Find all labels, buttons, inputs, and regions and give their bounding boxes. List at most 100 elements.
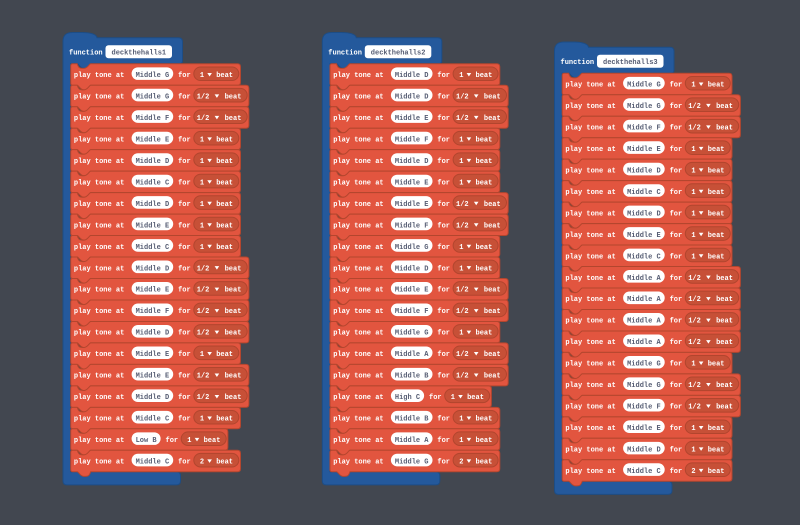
svg-text:beat: beat: [216, 72, 233, 80]
svg-text:play tone at: play tone at: [333, 158, 383, 166]
svg-text:for: for: [670, 425, 683, 433]
svg-text:for: for: [437, 308, 450, 316]
svg-text:Middle E: Middle E: [395, 179, 429, 187]
svg-text:beat: beat: [216, 136, 233, 144]
svg-text:1: 1: [459, 179, 463, 187]
svg-text:beat: beat: [225, 373, 242, 381]
svg-text:1: 1: [200, 179, 204, 187]
svg-text:beat: beat: [476, 416, 493, 424]
svg-text:for: for: [670, 167, 683, 175]
svg-text:1: 1: [459, 330, 463, 338]
svg-text:Middle E: Middle E: [627, 146, 661, 154]
svg-text:for: for: [437, 158, 450, 166]
svg-text:beat: beat: [716, 103, 733, 111]
svg-text:Middle F: Middle F: [395, 222, 429, 230]
svg-text:function: function: [69, 49, 103, 57]
svg-text:1/2: 1/2: [456, 287, 469, 295]
svg-text:Middle A: Middle A: [395, 437, 429, 445]
svg-text:1/2: 1/2: [456, 373, 469, 381]
svg-text:Middle E: Middle E: [627, 425, 661, 433]
svg-text:beat: beat: [708, 425, 725, 433]
svg-text:1: 1: [200, 158, 204, 166]
svg-text:Middle E: Middle E: [627, 232, 661, 240]
svg-text:1: 1: [200, 136, 204, 144]
svg-text:play tone at: play tone at: [333, 136, 383, 144]
svg-text:beat: beat: [716, 275, 733, 283]
svg-text:1: 1: [691, 253, 695, 261]
svg-text:play tone at: play tone at: [74, 459, 124, 467]
svg-text:Middle G: Middle G: [627, 82, 661, 90]
svg-text:for: for: [178, 287, 191, 295]
svg-text:1: 1: [200, 416, 204, 424]
svg-text:Middle D: Middle D: [627, 447, 661, 455]
svg-text:beat: beat: [216, 222, 233, 230]
svg-text:Middle F: Middle F: [395, 136, 429, 144]
svg-text:1: 1: [200, 201, 204, 209]
svg-text:play tone at: play tone at: [565, 296, 615, 304]
svg-text:beat: beat: [216, 244, 233, 252]
svg-text:beat: beat: [708, 82, 725, 90]
svg-text:1/2: 1/2: [688, 339, 701, 347]
svg-text:for: for: [670, 361, 683, 369]
svg-text:Middle C: Middle C: [136, 416, 170, 424]
svg-text:Middle A: Middle A: [395, 351, 429, 359]
svg-text:Middle C: Middle C: [136, 459, 170, 467]
svg-text:for: for: [670, 189, 683, 197]
svg-text:beat: beat: [716, 318, 733, 326]
svg-text:function: function: [328, 49, 362, 57]
svg-text:1: 1: [200, 72, 204, 80]
svg-text:play tone at: play tone at: [565, 167, 615, 175]
svg-text:beat: beat: [716, 296, 733, 304]
svg-text:beat: beat: [484, 115, 501, 123]
svg-text:play tone at: play tone at: [74, 330, 124, 338]
svg-text:2: 2: [200, 459, 204, 467]
svg-text:for: for: [429, 394, 442, 402]
svg-text:play tone at: play tone at: [74, 244, 124, 252]
svg-text:for: for: [178, 244, 191, 252]
svg-text:for: for: [437, 94, 450, 102]
svg-text:1: 1: [691, 189, 695, 197]
svg-text:play tone at: play tone at: [74, 351, 124, 359]
svg-text:for: for: [178, 373, 191, 381]
svg-text:Middle A: Middle A: [627, 339, 661, 347]
svg-text:for: for: [670, 82, 683, 90]
svg-text:1/2: 1/2: [688, 318, 701, 326]
svg-text:beat: beat: [476, 158, 493, 166]
svg-text:beat: beat: [225, 308, 242, 316]
svg-text:Middle C: Middle C: [627, 468, 661, 476]
svg-text:play tone at: play tone at: [333, 437, 383, 445]
svg-text:play tone at: play tone at: [565, 253, 615, 261]
svg-text:Middle F: Middle F: [136, 308, 170, 316]
svg-text:beat: beat: [476, 265, 493, 273]
svg-text:play tone at: play tone at: [565, 318, 615, 326]
svg-text:play tone at: play tone at: [74, 308, 124, 316]
svg-text:play tone at: play tone at: [565, 404, 615, 412]
svg-text:1: 1: [459, 136, 463, 144]
svg-text:for: for: [670, 275, 683, 283]
svg-text:beat: beat: [708, 447, 725, 455]
svg-text:2: 2: [459, 459, 463, 467]
svg-text:beat: beat: [708, 167, 725, 175]
svg-text:play tone at: play tone at: [333, 459, 383, 467]
svg-text:play tone at: play tone at: [74, 437, 124, 445]
svg-text:beat: beat: [225, 94, 242, 102]
svg-text:for: for: [437, 287, 450, 295]
svg-text:1: 1: [691, 82, 695, 90]
svg-text:1/2: 1/2: [456, 94, 469, 102]
svg-text:1/2: 1/2: [197, 394, 210, 402]
svg-text:Middle G: Middle G: [136, 94, 170, 102]
svg-text:beat: beat: [708, 253, 725, 261]
svg-text:1/2: 1/2: [688, 124, 701, 132]
svg-text:for: for: [178, 94, 191, 102]
svg-text:Middle G: Middle G: [395, 244, 429, 252]
svg-text:Middle E: Middle E: [136, 222, 170, 230]
svg-text:1/2: 1/2: [688, 404, 701, 412]
svg-text:Middle A: Middle A: [627, 275, 661, 283]
svg-text:play tone at: play tone at: [74, 179, 124, 187]
svg-text:beat: beat: [716, 124, 733, 132]
svg-text:for: for: [670, 404, 683, 412]
svg-text:beat: beat: [476, 179, 493, 187]
svg-text:Middle D: Middle D: [627, 210, 661, 218]
svg-text:beat: beat: [484, 373, 501, 381]
svg-text:for: for: [178, 394, 191, 402]
